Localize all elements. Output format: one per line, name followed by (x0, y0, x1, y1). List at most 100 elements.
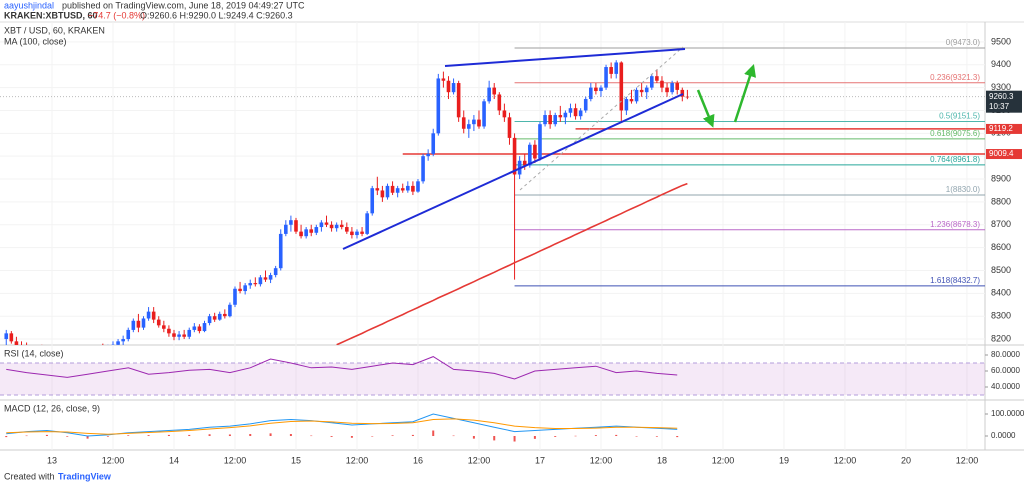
candle-body (126, 329, 131, 340)
y-tick-label: 8200 (991, 333, 1011, 343)
candle-body (411, 185, 415, 192)
x-tick-label: 13 (47, 455, 57, 465)
macd-hist-bar (269, 433, 272, 437)
candle-body (583, 99, 588, 111)
candle-body (568, 108, 573, 113)
x-tick-label: 14 (169, 455, 179, 465)
macd-hist-bar (147, 435, 150, 437)
candle-body (9, 333, 14, 342)
candle-body (573, 108, 578, 117)
candle-body (324, 222, 329, 225)
price-tag-label: 9119.2 (989, 124, 1013, 133)
rsi-tick-label: 80.0000 (991, 350, 1020, 359)
macd-hist-bar (655, 436, 658, 437)
arrow (733, 64, 756, 123)
author[interactable]: aayushjindal (4, 0, 54, 10)
candle-body (522, 160, 527, 166)
candle-body (502, 110, 507, 118)
candle-body (365, 213, 369, 234)
macd-hist-bar (25, 435, 28, 437)
y-tick-label: 8900 (991, 173, 1011, 183)
footer-brand[interactable]: TradingView (58, 471, 112, 481)
macd-hist-bar (513, 436, 516, 442)
symbol: KRAKEN:XBTUSD, 60 (4, 10, 98, 20)
candle-body (304, 229, 308, 237)
candle-body (101, 348, 105, 350)
candle-body (217, 313, 222, 320)
candle-body (146, 311, 151, 319)
candle-body (65, 356, 69, 358)
rsi-tick-label: 60.0000 (991, 366, 1020, 375)
published: published on TradingView.com, June 18, 2… (62, 0, 305, 10)
macd-hist-bar (45, 434, 48, 437)
candle-body (487, 87, 491, 102)
candle-body (665, 87, 669, 93)
macd-hist-bar (472, 436, 475, 439)
y-tick-label: 8600 (991, 242, 1011, 252)
fib-label: 1(8830.0) (946, 185, 981, 194)
macd-hist-bar (86, 436, 89, 439)
candle-body (253, 283, 258, 285)
candle-body (446, 80, 451, 93)
candle-body (406, 185, 410, 191)
candle-body (512, 137, 517, 175)
x-tick-label: 12:00 (468, 455, 491, 465)
footer-created: Created with (4, 471, 55, 481)
macd-hist-bar (188, 434, 191, 437)
candle-body (141, 318, 146, 328)
y-tick-label: 8400 (991, 288, 1011, 298)
macd-hist-bar (391, 435, 394, 437)
fib-label: 1.618(8432.7) (930, 276, 980, 285)
candle-body (4, 333, 9, 340)
price-tag (986, 90, 1022, 113)
candle-body (416, 181, 420, 192)
x-tick-label: 19 (779, 455, 789, 465)
rsi-line (6, 356, 678, 380)
candle-body (86, 353, 90, 355)
candle-body (609, 67, 613, 74)
rsi-band (0, 363, 985, 395)
candle-body (436, 78, 441, 134)
fib-label: 0.5(9151.5) (939, 112, 980, 121)
macd-line (6, 413, 678, 437)
candle-body (538, 124, 542, 159)
arrow (696, 89, 715, 128)
fib-label: 1.236(8678.3) (930, 220, 980, 229)
candle-body (202, 323, 207, 332)
candle-body (350, 231, 354, 236)
x-tick-label: 12:00 (956, 455, 979, 465)
candle-body (339, 224, 344, 228)
macd-hist-bar (635, 436, 638, 437)
candle-body (309, 229, 314, 233)
candle-body (441, 78, 446, 81)
candle-body (278, 233, 283, 269)
fib-connector (519, 46, 684, 191)
macd-hist-bar (493, 436, 496, 441)
fib-label: 0.618(9075.6) (930, 129, 980, 138)
candle-body (243, 285, 247, 292)
macd-hist-bar (432, 430, 435, 437)
x-tick-label: 12:00 (224, 455, 247, 465)
macd-hist-bar (167, 434, 170, 437)
ma-legend: MA (100, close) (4, 36, 67, 46)
candle-body (233, 288, 237, 305)
candle-body (431, 133, 436, 154)
candle-body (106, 347, 110, 350)
candle-body (655, 76, 659, 81)
candle-body (644, 87, 649, 93)
candle-body (289, 220, 293, 225)
candle-body (370, 188, 375, 214)
candle-body (533, 144, 537, 159)
candle-body (390, 185, 395, 193)
candle-body (456, 83, 461, 118)
candle-body (299, 231, 303, 237)
price-tag-label: 9009.4 (989, 149, 1014, 158)
macd-hist-bar (330, 436, 333, 437)
signal-line (6, 418, 678, 435)
x-tick-label: 16 (413, 455, 423, 465)
x-tick-label: 18 (657, 455, 667, 465)
candle-body (421, 156, 425, 182)
y-tick-label: 9300 (991, 82, 1011, 92)
macd-hist-bar (249, 434, 252, 437)
